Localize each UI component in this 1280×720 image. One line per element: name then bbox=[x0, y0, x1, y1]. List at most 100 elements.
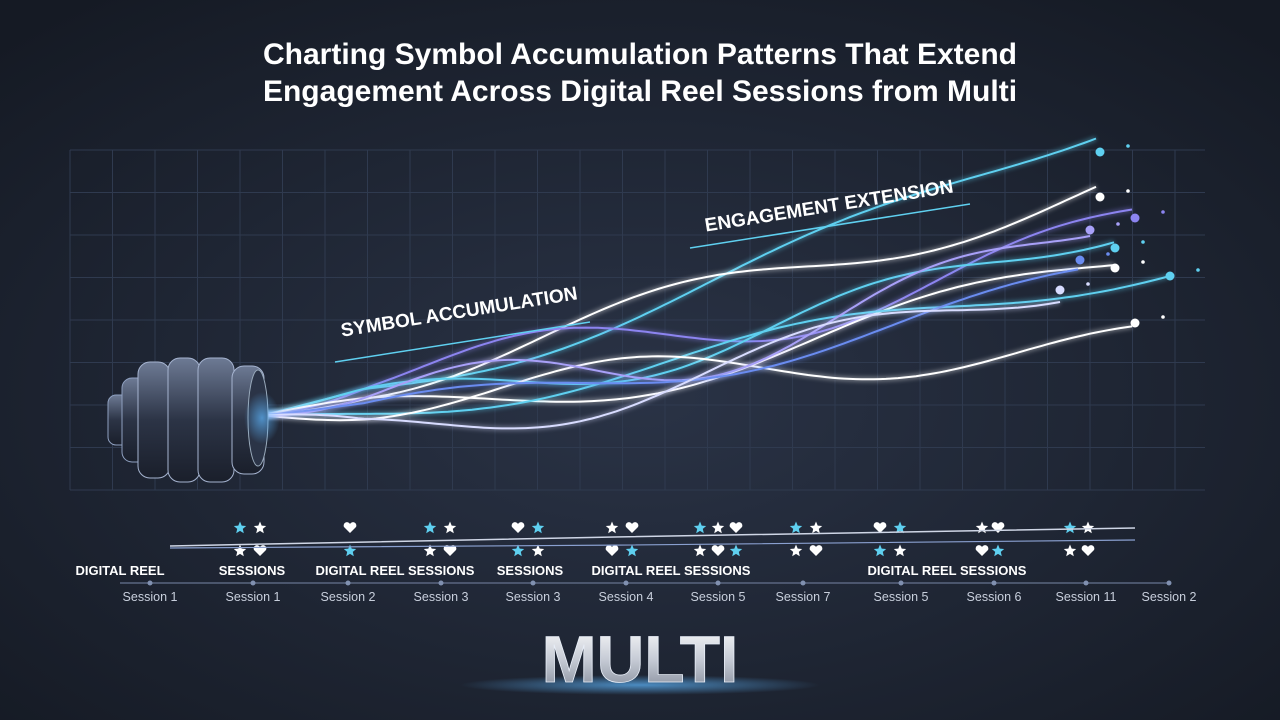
grid bbox=[69, 149, 1205, 491]
sparkle bbox=[1126, 144, 1130, 148]
heart-icon bbox=[975, 545, 989, 556]
group-label: DIGITAL REEL SESSIONS bbox=[868, 563, 1027, 578]
star-icon bbox=[1063, 544, 1077, 557]
annotation-underline bbox=[689, 203, 971, 249]
heart-icon bbox=[625, 522, 639, 533]
heart-icon bbox=[873, 522, 887, 533]
group-label: DIGITAL REEL SESSIONS bbox=[316, 563, 475, 578]
star-icon bbox=[625, 544, 639, 557]
timeline-dot bbox=[530, 580, 536, 586]
star-icon bbox=[789, 521, 803, 534]
heart-icon bbox=[711, 545, 725, 556]
session-label: Session 4 bbox=[599, 590, 654, 604]
sparkle bbox=[1161, 315, 1165, 319]
session-label: Session 2 bbox=[1142, 590, 1197, 604]
timeline-dot bbox=[250, 580, 256, 586]
star-icon bbox=[343, 544, 357, 557]
sparkle bbox=[1116, 222, 1120, 226]
curve bbox=[261, 185, 1097, 416]
star-icon bbox=[991, 544, 1005, 557]
curve bbox=[261, 208, 1133, 416]
star-icon bbox=[233, 521, 247, 534]
timeline-dot bbox=[1166, 580, 1172, 586]
star-icon bbox=[531, 521, 545, 534]
timeline-dot bbox=[991, 580, 997, 586]
curve-end bbox=[1110, 263, 1120, 273]
session-label: Session 1 bbox=[226, 590, 281, 604]
star-icon bbox=[693, 544, 707, 557]
timeline-dot bbox=[898, 580, 904, 586]
sparkle bbox=[1141, 260, 1145, 264]
curve-end bbox=[1110, 243, 1120, 253]
timeline-dot bbox=[623, 580, 629, 586]
star-icon bbox=[893, 521, 907, 534]
curve-end bbox=[1075, 255, 1085, 265]
brand-glow bbox=[460, 675, 820, 695]
star-icon bbox=[809, 521, 823, 534]
sparkle bbox=[1196, 268, 1200, 272]
session-label: Session 7 bbox=[776, 590, 831, 604]
heart-icon bbox=[343, 522, 357, 533]
sparkle bbox=[1086, 282, 1090, 286]
sparkle bbox=[1106, 252, 1110, 256]
star-icon bbox=[693, 521, 707, 534]
star-icon bbox=[873, 544, 887, 557]
sparkle bbox=[1126, 189, 1130, 193]
star-icon bbox=[1063, 521, 1077, 534]
heart-icon bbox=[991, 522, 1005, 533]
star-icon bbox=[531, 544, 545, 557]
group-label: DIGITAL REEL bbox=[75, 563, 164, 578]
heart-icon bbox=[605, 545, 619, 556]
symbol-icons bbox=[233, 521, 1095, 557]
brand: MULTI bbox=[542, 622, 739, 696]
group-label: DIGITAL REEL SESSIONS bbox=[592, 563, 751, 578]
sparkle bbox=[1161, 210, 1165, 214]
curve bbox=[261, 301, 1061, 430]
star-icon bbox=[605, 521, 619, 534]
annotation-underline bbox=[334, 321, 591, 363]
session-label: Session 6 bbox=[967, 590, 1022, 604]
session-label: Session 2 bbox=[321, 590, 376, 604]
curve bbox=[261, 325, 1133, 422]
session-label: Session 1 bbox=[123, 590, 178, 604]
curve-end bbox=[1095, 147, 1105, 157]
curve-end bbox=[1095, 192, 1105, 202]
curve bbox=[261, 268, 1079, 416]
star-icon bbox=[511, 544, 525, 557]
star-icon bbox=[423, 521, 437, 534]
heart-icon bbox=[809, 545, 823, 556]
heart-icon bbox=[729, 522, 743, 533]
timeline-strand bbox=[169, 527, 1136, 547]
curve-end bbox=[1130, 213, 1140, 223]
group-label: SESSIONS bbox=[219, 563, 286, 578]
timeline-dot bbox=[438, 580, 444, 586]
session-label: Session 3 bbox=[414, 590, 469, 604]
timeline-dot bbox=[1083, 580, 1089, 586]
title: Charting Symbol Accumulation Patterns Th… bbox=[262, 38, 1018, 108]
heart-icon bbox=[511, 522, 525, 533]
star-icon bbox=[443, 521, 457, 534]
star-icon bbox=[893, 544, 907, 557]
curve-end bbox=[1085, 225, 1095, 235]
curves bbox=[261, 136, 1200, 431]
session-label: Session 5 bbox=[874, 590, 929, 604]
curve-end bbox=[1165, 271, 1175, 281]
curve-end bbox=[1055, 285, 1065, 295]
session-label: Session 11 bbox=[1056, 590, 1117, 604]
star-icon bbox=[789, 544, 803, 557]
star-icon bbox=[423, 544, 437, 557]
timeline-dot bbox=[147, 580, 153, 586]
curve-end bbox=[1130, 318, 1140, 328]
timeline-dot bbox=[715, 580, 721, 586]
timeline-dot bbox=[345, 580, 351, 586]
heart-icon bbox=[1081, 545, 1095, 556]
star-icon bbox=[1081, 521, 1095, 534]
sparkle bbox=[1141, 240, 1145, 244]
session-label: Session 5 bbox=[691, 590, 746, 604]
star-icon bbox=[729, 544, 743, 557]
star-icon bbox=[711, 521, 725, 534]
heart-icon bbox=[443, 545, 457, 556]
timeline-strand bbox=[169, 539, 1136, 549]
